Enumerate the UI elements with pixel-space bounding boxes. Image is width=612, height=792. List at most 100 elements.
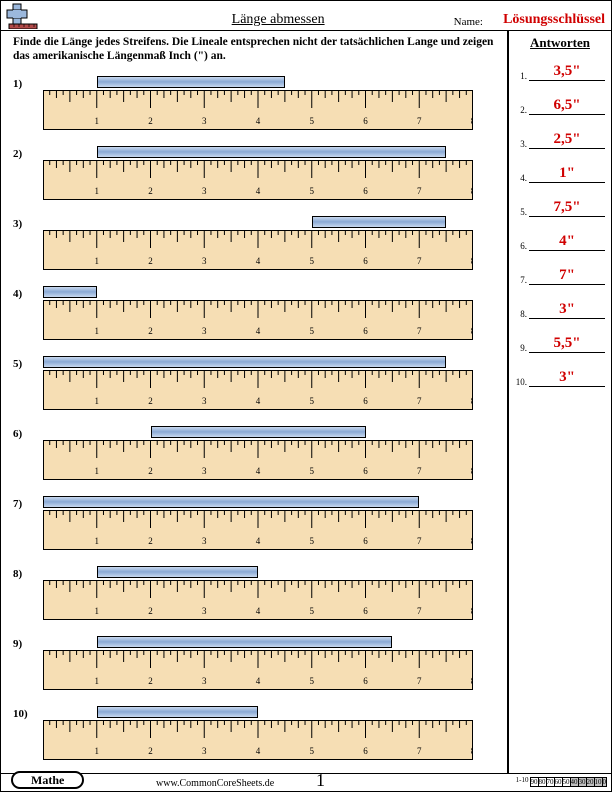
- problem-number: 1): [13, 78, 22, 90]
- svg-text:3: 3: [202, 606, 207, 616]
- score-strip: 1-10 9080706050403020100: [516, 771, 607, 789]
- svg-text:8: 8: [471, 676, 473, 686]
- answer-value: 3,5": [529, 63, 605, 81]
- svg-text:4: 4: [256, 116, 261, 126]
- measure-strip: [312, 216, 446, 228]
- problem-number: 2): [13, 148, 22, 160]
- svg-text:3: 3: [202, 676, 207, 686]
- page-title: Länge abmessen: [232, 12, 325, 28]
- name-label: Name:: [454, 16, 483, 28]
- svg-text:5: 5: [310, 746, 315, 756]
- problem-row: 10) 12345678: [13, 700, 501, 766]
- answer-value: 1": [529, 165, 605, 183]
- site-url: www.CommonCoreSheets.de: [156, 778, 274, 789]
- svg-text:2: 2: [148, 606, 153, 616]
- measure-strip: [43, 496, 419, 508]
- ruler: 12345678: [43, 300, 473, 340]
- measure-strip: [97, 636, 393, 648]
- problem-row: 2) 12345678: [13, 140, 501, 206]
- svg-text:5: 5: [310, 466, 315, 476]
- problem-row: 7) 12345678: [13, 490, 501, 556]
- svg-text:7: 7: [417, 116, 422, 126]
- worksheet-page: Länge abmessen Name: Lösungsschlüssel Fi…: [0, 0, 612, 792]
- header: Länge abmessen Name: Lösungsschlüssel: [1, 1, 611, 31]
- measure-strip: [97, 146, 446, 158]
- svg-text:4: 4: [256, 326, 261, 336]
- svg-text:2: 2: [148, 676, 153, 686]
- svg-text:8: 8: [471, 396, 473, 406]
- answers-sidebar: Antworten 1. 3,5" 2. 6,5" 3. 2,5" 4. 1" …: [507, 31, 611, 773]
- svg-text:5: 5: [310, 256, 315, 266]
- answer-value: 6,5": [529, 97, 605, 115]
- svg-text:6: 6: [363, 116, 368, 126]
- answer-row: 3. 2,5": [515, 127, 605, 149]
- measure-strip: [97, 566, 258, 578]
- svg-text:6: 6: [363, 466, 368, 476]
- answer-number: 4.: [515, 173, 529, 183]
- svg-text:8: 8: [471, 606, 473, 616]
- svg-text:7: 7: [417, 396, 422, 406]
- problem-number: 5): [13, 358, 22, 370]
- strip-wrap: [43, 566, 258, 578]
- svg-text:1: 1: [95, 536, 100, 546]
- answer-value: 7,5": [529, 199, 605, 217]
- svg-text:3: 3: [202, 396, 207, 406]
- footer: Mathe www.CommonCoreSheets.de 1 1-10 908…: [1, 773, 611, 791]
- answer-row: 10. 3": [515, 365, 605, 387]
- strip-wrap: [43, 426, 366, 438]
- svg-text:3: 3: [202, 536, 207, 546]
- answer-number: 7.: [515, 275, 529, 285]
- svg-text:4: 4: [256, 676, 261, 686]
- answer-number: 3.: [515, 139, 529, 149]
- answer-number: 8.: [515, 309, 529, 319]
- problem-number: 6): [13, 428, 22, 440]
- svg-text:6: 6: [363, 676, 368, 686]
- svg-text:2: 2: [148, 326, 153, 336]
- answer-row: 5. 7,5": [515, 195, 605, 217]
- ruler: 12345678: [43, 650, 473, 690]
- answers-list: 1. 3,5" 2. 6,5" 3. 2,5" 4. 1" 5. 7,5" 6.…: [515, 59, 605, 387]
- content-column: Finde die Länge jedes Streifens. Die Lin…: [1, 31, 507, 773]
- svg-text:3: 3: [202, 256, 207, 266]
- svg-text:8: 8: [471, 186, 473, 196]
- answer-value: 3": [529, 301, 605, 319]
- svg-text:1: 1: [95, 746, 100, 756]
- problem-number: 3): [13, 218, 22, 230]
- answer-row: 1. 3,5": [515, 59, 605, 81]
- measure-strip: [97, 76, 285, 88]
- svg-text:3: 3: [202, 326, 207, 336]
- measure-strip: [43, 286, 97, 298]
- svg-text:1: 1: [95, 676, 100, 686]
- svg-text:4: 4: [256, 746, 261, 756]
- svg-text:8: 8: [471, 466, 473, 476]
- answer-value: 5,5": [529, 335, 605, 353]
- svg-text:4: 4: [256, 256, 261, 266]
- svg-text:8: 8: [471, 536, 473, 546]
- answer-row: 2. 6,5": [515, 93, 605, 115]
- strip-wrap: [43, 496, 419, 508]
- strip-wrap: [43, 216, 446, 228]
- svg-text:6: 6: [363, 396, 368, 406]
- answer-number: 1.: [515, 71, 529, 81]
- answer-row: 9. 5,5": [515, 331, 605, 353]
- instructions: Finde die Länge jedes Streifens. Die Lin…: [13, 35, 501, 64]
- svg-text:4: 4: [256, 606, 261, 616]
- answer-number: 10.: [515, 377, 529, 387]
- score-range-label: 1-10: [516, 776, 529, 784]
- svg-text:5: 5: [310, 186, 315, 196]
- strip-wrap: [43, 146, 446, 158]
- measure-strip: [97, 706, 258, 718]
- measure-strip: [43, 356, 446, 368]
- svg-text:2: 2: [148, 536, 153, 546]
- svg-text:6: 6: [363, 746, 368, 756]
- svg-text:6: 6: [363, 186, 368, 196]
- svg-text:8: 8: [471, 256, 473, 266]
- problem-row: 8) 12345678: [13, 560, 501, 626]
- strip-wrap: [43, 76, 285, 88]
- svg-text:6: 6: [363, 606, 368, 616]
- svg-text:7: 7: [417, 746, 422, 756]
- svg-text:1: 1: [95, 116, 100, 126]
- svg-text:6: 6: [363, 256, 368, 266]
- measure-strip: [151, 426, 366, 438]
- svg-text:5: 5: [310, 606, 315, 616]
